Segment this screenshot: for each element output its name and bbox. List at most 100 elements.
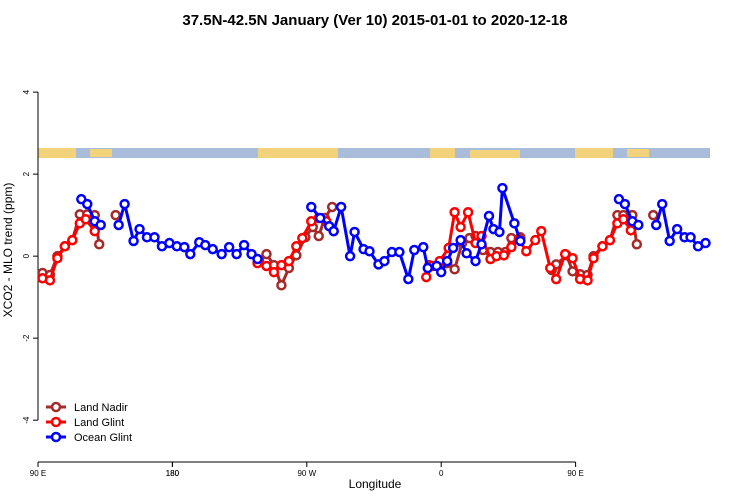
data-point — [421, 271, 432, 283]
data-point — [650, 219, 662, 231]
data-point — [185, 248, 196, 260]
data-point — [238, 239, 250, 251]
data-point — [149, 232, 160, 243]
data-point — [550, 273, 562, 285]
chart-title: 37.5N-42.5N January (Ver 10) 2015-01-01 … — [182, 12, 567, 29]
data-point — [119, 198, 130, 210]
data-point — [179, 241, 190, 253]
data-point — [326, 201, 338, 213]
legend-label: Land Glint — [74, 417, 124, 429]
data-point — [447, 242, 459, 254]
data-point — [113, 219, 124, 231]
data-point — [506, 241, 517, 253]
data-point — [291, 241, 302, 252]
data-point — [544, 262, 556, 274]
data-point — [80, 213, 92, 225]
data-point — [306, 201, 317, 213]
x-tick-label: 90 E — [567, 469, 583, 478]
data-point — [455, 221, 466, 233]
data-point — [44, 275, 56, 286]
y-tick-label: 4 — [22, 89, 31, 94]
data-point — [418, 241, 429, 253]
data-point — [664, 235, 675, 247]
data-point — [509, 218, 520, 229]
data-point — [559, 248, 571, 260]
data-point — [223, 241, 235, 253]
data-point — [89, 225, 100, 237]
data-point — [498, 250, 510, 261]
data-point — [597, 241, 608, 252]
y-tick-label: -4 — [22, 416, 31, 424]
data-point — [515, 235, 526, 247]
data-point — [207, 243, 218, 255]
data-point — [200, 239, 211, 251]
data-point — [625, 225, 637, 236]
data-point — [656, 198, 668, 210]
data-point — [633, 219, 644, 231]
data-point — [604, 234, 616, 246]
data-point — [216, 248, 227, 260]
data-point — [441, 255, 453, 267]
data-point — [530, 234, 541, 246]
data-point — [379, 255, 390, 267]
data-point — [455, 234, 466, 246]
data-point — [59, 241, 71, 252]
x-tick-label: 90 E — [30, 469, 46, 478]
data-point — [685, 232, 696, 243]
data-point — [631, 239, 643, 250]
x-tick-label: 0 — [439, 469, 444, 478]
data-point — [497, 182, 508, 194]
data-point — [483, 210, 495, 222]
data-point — [82, 198, 93, 210]
data-point — [364, 245, 375, 257]
data-point — [52, 252, 63, 264]
data-point — [276, 280, 287, 291]
x-tick-label: 180 — [166, 469, 180, 478]
y-axis-label: XCO2 - MLO trend (ppm) — [1, 183, 15, 318]
data-point — [494, 226, 505, 238]
data-point — [67, 234, 78, 246]
data-point — [700, 237, 711, 249]
data-point — [470, 255, 481, 267]
y-tick-label: 2 — [22, 171, 31, 176]
y-tick-label: -2 — [22, 334, 31, 342]
data-point — [231, 248, 242, 260]
legend-label: Land Nadir — [74, 402, 128, 414]
legend-label: Ocean Glint — [74, 432, 132, 444]
data-point — [588, 252, 599, 264]
data-point — [409, 244, 420, 256]
data-point — [110, 209, 121, 221]
data-point — [344, 250, 356, 262]
data-point — [476, 239, 487, 250]
data-point — [619, 198, 631, 210]
data-point — [403, 273, 414, 285]
x-axis-label: Longitude — [349, 477, 402, 491]
data-point — [461, 248, 472, 259]
data-point — [134, 223, 145, 235]
data-point — [261, 260, 272, 272]
data-point — [252, 253, 263, 265]
y-tick-label: 0 — [22, 253, 31, 258]
data-point — [567, 252, 578, 264]
data-point — [95, 219, 106, 231]
data-point — [335, 201, 347, 213]
data-point — [276, 259, 287, 271]
legend-marker — [50, 416, 62, 428]
legend-marker — [50, 401, 62, 413]
data-point — [261, 248, 272, 260]
data-point — [449, 207, 460, 218]
data-point — [313, 230, 324, 242]
data-point — [449, 264, 460, 275]
data-point — [536, 225, 547, 237]
data-point — [648, 209, 659, 221]
data-point — [618, 213, 629, 225]
data-point — [521, 245, 532, 257]
data-point — [314, 212, 326, 224]
data-point — [268, 266, 280, 278]
map-strip — [38, 148, 710, 158]
data-point — [582, 275, 593, 286]
data-point — [394, 246, 405, 258]
series — [76, 182, 711, 285]
